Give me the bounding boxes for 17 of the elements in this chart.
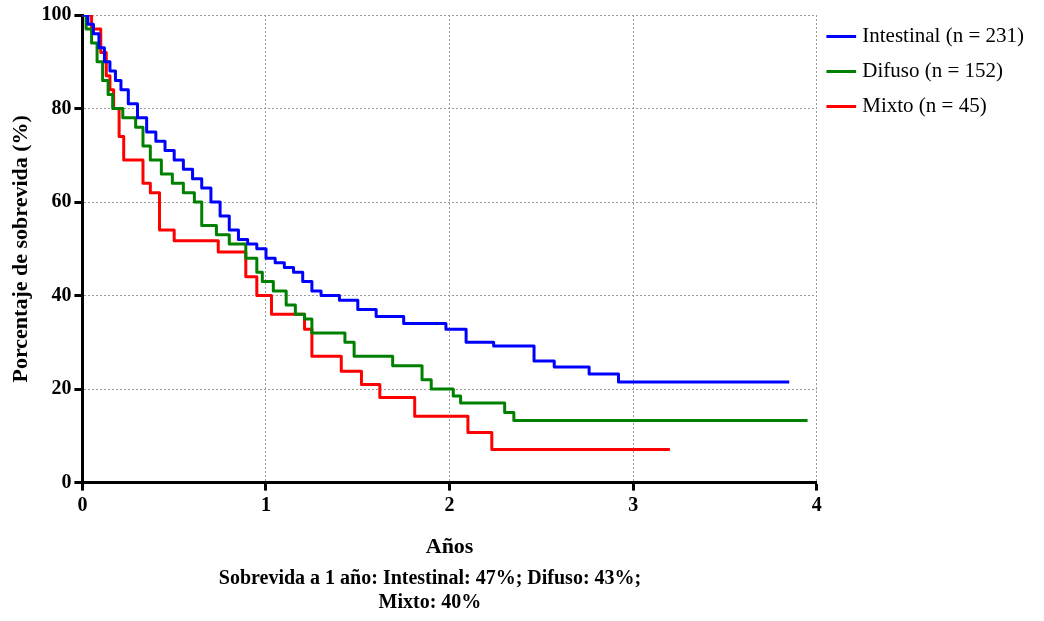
x-axis-title: Años (425, 533, 474, 559)
legend-label: Intestinal (n = 231) (862, 23, 1025, 48)
y-tick-label: 60 (51, 189, 72, 212)
x-tick-label: 2 (444, 492, 455, 515)
legend-label: Mixto (n = 45) (862, 93, 987, 118)
y-tick-label: 0 (61, 469, 72, 492)
y-tick-label: 40 (51, 282, 72, 305)
x-tick-label: 1 (260, 492, 271, 515)
y-tick-label: 80 (51, 95, 72, 118)
legend-label: Difuso (n = 152) (862, 58, 1004, 83)
x-tick-label: 0 (77, 492, 88, 515)
text: Sobrevida a 1 año: Intestinal: 47%; Difuso: 43%; Mixto: 40% (217, 565, 643, 613)
x-tick-label: 3 (628, 492, 639, 515)
y-axis-title: Porcentaje de sobrevida (%) (6, 115, 32, 383)
y-tick-label: 20 (51, 376, 72, 399)
y-tick-label: 100 (41, 2, 72, 25)
x-tick-label: 4 (811, 492, 822, 515)
